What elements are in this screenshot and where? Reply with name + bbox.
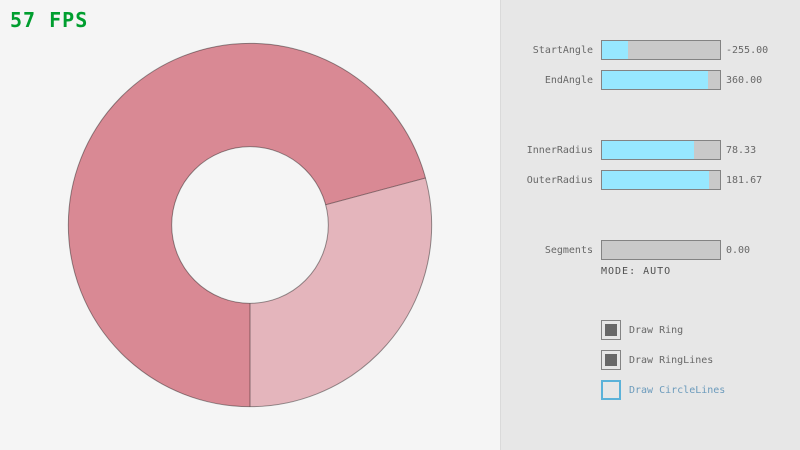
slider-bar-outerradius[interactable]	[601, 170, 721, 190]
slider-value: -255.00	[726, 45, 769, 56]
slider-label: Segments	[544, 245, 593, 256]
slider-bar-segments[interactable]	[601, 240, 721, 260]
slider-value: 78.33	[726, 145, 757, 156]
slider-fill	[602, 171, 709, 189]
checkbox-label: Draw RingLines	[629, 355, 714, 366]
ring-inner-outline	[171, 146, 329, 304]
ring-outer-outline	[67, 42, 433, 408]
checkbox-row-draw-ring: Draw Ring	[601, 320, 800, 340]
checkbox-draw-ringlines[interactable]	[601, 350, 621, 370]
checkbox-row-draw-ringlines: Draw RingLines	[601, 350, 800, 370]
slider-row-innerradius: InnerRadius 78.33	[501, 140, 800, 160]
mode-label: MODE: AUTO	[601, 266, 672, 277]
slider-fill	[602, 141, 694, 159]
controls-panel: StartAngle -255.00 EndAngle 360.00 InnerRadi…	[500, 0, 800, 450]
slider-label: OuterRadius	[526, 175, 593, 186]
checkbox-draw-circlelines[interactable]	[601, 380, 621, 400]
slider-label: EndAngle	[544, 75, 593, 86]
slider-row-startangle: StartAngle -255.00	[501, 40, 800, 60]
slider-row-outerradius: OuterRadius 181.67	[501, 170, 800, 190]
ring-radial-line	[325, 177, 426, 206]
slider-value: 181.67	[726, 175, 763, 186]
checkbox-label: Draw CircleLines	[629, 385, 726, 396]
slider-row-segments: Segments 0.00	[501, 240, 800, 260]
slider-row-endangle: EndAngle 360.00	[501, 70, 800, 90]
slider-bar-endangle[interactable]	[601, 70, 721, 90]
checkbox-row-draw-circlelines: Draw CircleLines	[601, 380, 800, 400]
check-mark	[605, 354, 617, 366]
slider-label: InnerRadius	[526, 145, 593, 156]
slider-value: 360.00	[726, 75, 763, 86]
slider-label: StartAngle	[532, 45, 593, 56]
slider-bar-innerradius[interactable]	[601, 140, 721, 160]
ring-segment-double	[68, 43, 426, 407]
slider-value: 0.00	[726, 245, 751, 256]
ring-segment-single	[250, 177, 432, 407]
slider-fill	[602, 41, 628, 59]
check-mark	[605, 324, 617, 336]
fps-counter: 57 FPS	[10, 8, 89, 32]
slider-fill	[602, 71, 708, 89]
ring-drawing	[67, 42, 433, 408]
checkbox-label: Draw Ring	[629, 325, 684, 336]
slider-bar-startangle[interactable]	[601, 40, 721, 60]
checkbox-draw-ring[interactable]	[601, 320, 621, 340]
